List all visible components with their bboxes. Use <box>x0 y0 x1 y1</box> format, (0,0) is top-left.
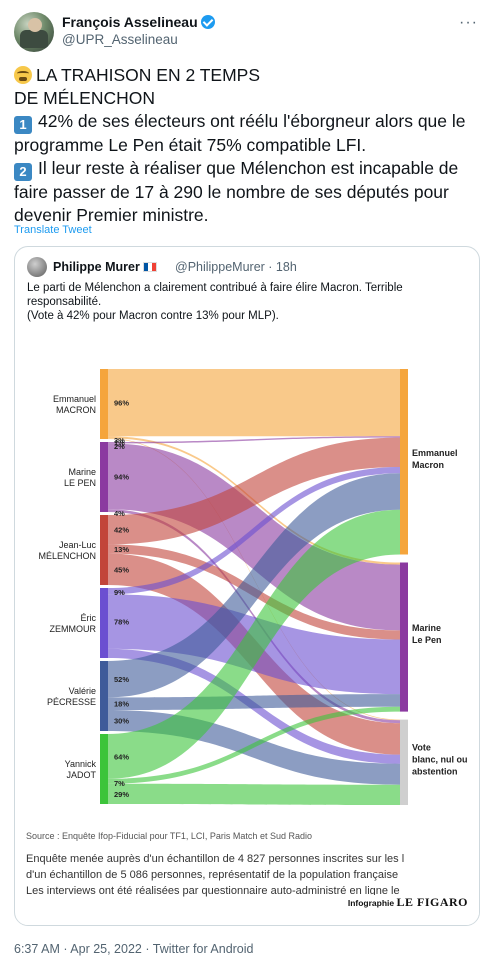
chart-source-note: Source : Enquête Ifop-Fiducial pour TF1,… <box>26 831 312 841</box>
sankey-flow <box>108 437 400 545</box>
sankey-flow-label: 7% <box>114 779 125 788</box>
sankey-target-label: Emmanuel Macron <box>412 448 458 470</box>
sankey-ribbons <box>108 369 400 805</box>
quoted-author-handle: @PhilippeMurer · 18h <box>175 260 297 274</box>
le-figaro-logo: LE FIGARO <box>396 895 468 909</box>
chart-credit: Infographie LE FIGARO <box>343 895 468 910</box>
sankey-source-label: Emmanuel <box>53 394 96 404</box>
sankey-target-node <box>400 562 408 712</box>
sankey-source-node <box>100 734 108 804</box>
quoted-tweet[interactable]: Philippe Murer @PhilippeMurer · 18h Le p… <box>14 246 480 926</box>
sankey-flow-label: 96% <box>114 399 129 408</box>
sankey-flow-label: 13% <box>114 545 129 554</box>
sankey-flow-label: 9% <box>114 588 125 597</box>
sankey-flow-label: 42% <box>114 526 129 535</box>
sankey-target-label: Vote blanc, nul ou abstention <box>412 742 468 776</box>
chart-methodology-note: Enquête menée auprès d'un échantillon de… <box>26 853 405 897</box>
keycap-two-icon: 2 <box>14 163 32 181</box>
sankey-flow <box>108 436 400 444</box>
sankey-flow <box>108 443 400 631</box>
sankey-flow <box>108 509 400 724</box>
sankey-flow-label: 45% <box>114 565 129 574</box>
sankey-flow-label: 52% <box>114 675 129 684</box>
sankey-source-label: Éric <box>81 613 97 623</box>
sankey-flow <box>108 706 400 784</box>
sankey-flow-label: 64% <box>114 752 129 761</box>
sankey-source-node <box>100 442 108 512</box>
sankey-flow-label: 3% <box>114 436 125 445</box>
sankey-flow <box>108 473 400 698</box>
sankey-flow-label: 2% <box>114 442 125 451</box>
author-name[interactable]: François Asselineau <box>62 14 215 30</box>
sankey-source-label: ZEMMOUR <box>50 624 97 634</box>
sankey-source-label: PÉCRESSE <box>47 697 96 707</box>
author-avatar[interactable] <box>14 12 54 52</box>
sankey-flow-label: 94% <box>114 472 129 481</box>
sankey-chart[interactable]: Emmanuel MACRON 96% 3% 1% Marine LE PEN 2% 94% 4%… <box>16 339 479 925</box>
sankey-flow-label: 1% <box>114 438 125 447</box>
sankey-flow <box>108 694 400 710</box>
tired-face-emoji-icon <box>14 66 32 84</box>
sankey-flow-label: 29% <box>114 790 129 799</box>
keycap-one-icon: 1 <box>14 116 32 134</box>
sankey-source-label: LE PEN <box>64 478 96 488</box>
sankey-target-node <box>400 719 408 805</box>
france-flag-icon <box>142 262 157 272</box>
sankey-target-label: Marine Le Pen <box>412 623 442 645</box>
tweet-text: LA TRAHISON EN 2 TEMPS DE MÉLENCHON 1 42%… <box>14 65 466 225</box>
sankey-flow-label: 78% <box>114 618 129 627</box>
sankey-source-label: Valérie <box>69 686 96 696</box>
quoted-author-avatar <box>27 257 47 277</box>
sankey-source-label: MACRON <box>56 405 96 415</box>
author-handle[interactable]: @UPR_Asselineau <box>62 32 178 47</box>
sankey-flow <box>108 509 400 779</box>
sankey-source-node <box>100 588 108 658</box>
more-options-icon[interactable]: ··· <box>459 14 478 31</box>
sankey-flow-label: 4% <box>114 509 125 518</box>
sankey-source-label: Jean-Luc <box>59 540 97 550</box>
sankey-source-label: MÉLENCHON <box>38 551 96 561</box>
translate-tweet-link[interactable]: Translate Tweet <box>14 224 92 236</box>
sankey-source-label: Yannick <box>65 759 97 769</box>
sankey-flow-label: 30% <box>114 717 129 726</box>
sankey-target-node <box>400 369 408 555</box>
quoted-tweet-text: Le parti de Mélenchon a clairement contr… <box>27 282 403 322</box>
quoted-author-name: Philippe Murer <box>53 260 157 274</box>
sankey-source-label: Marine <box>68 467 96 477</box>
sankey-flow <box>108 783 400 805</box>
verified-badge-icon <box>200 15 215 29</box>
sankey-source-node <box>100 515 108 585</box>
sankey-source-label: JADOT <box>66 770 96 780</box>
sankey-flow-label: 18% <box>114 700 129 709</box>
sankey-flow <box>108 467 400 595</box>
sankey-source-node <box>100 369 108 439</box>
sankey-flow <box>108 369 400 437</box>
tweet-header: François Asselineau @UPR_Asselineau ··· <box>14 12 478 56</box>
tweet-timestamp[interactable]: 6:37 AM · Apr 25, 2022 · Twitter for And… <box>14 942 254 956</box>
sankey-source-node <box>100 661 108 731</box>
